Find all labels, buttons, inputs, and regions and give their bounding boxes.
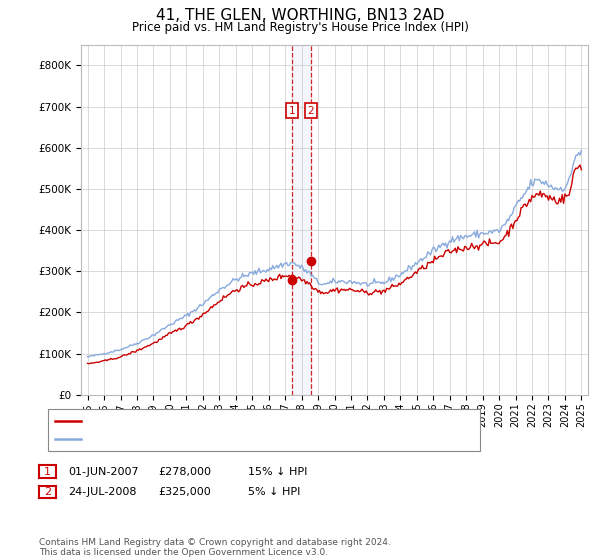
Bar	[292, 45, 311, 395]
Text: 41, THE GLEN, WORTHING, BN13 2AD: 41, THE GLEN, WORTHING, BN13 2AD	[156, 8, 444, 24]
Text: 1: 1	[44, 466, 51, 477]
Text: Contains HM Land Registry data © Crown copyright and database right 2024.
This d: Contains HM Land Registry data © Crown c…	[39, 538, 391, 557]
Text: 15% ↓ HPI: 15% ↓ HPI	[248, 466, 307, 477]
Text: 01-JUN-2007: 01-JUN-2007	[68, 466, 139, 477]
Text: Price paid vs. HM Land Registry's House Price Index (HPI): Price paid vs. HM Land Registry's House …	[131, 21, 469, 34]
Text: 2: 2	[44, 487, 51, 497]
Text: 5% ↓ HPI: 5% ↓ HPI	[248, 487, 300, 497]
Text: £278,000: £278,000	[158, 466, 211, 477]
Text: £325,000: £325,000	[158, 487, 211, 497]
Text: 41, THE GLEN, WORTHING, BN13 2AD (detached house): 41, THE GLEN, WORTHING, BN13 2AD (detach…	[87, 416, 378, 426]
Text: 1: 1	[289, 106, 295, 116]
Text: HPI: Average price, detached house, Worthing: HPI: Average price, detached house, Wort…	[87, 434, 327, 444]
Text: 24-JUL-2008: 24-JUL-2008	[68, 487, 136, 497]
Text: 2: 2	[307, 106, 314, 116]
